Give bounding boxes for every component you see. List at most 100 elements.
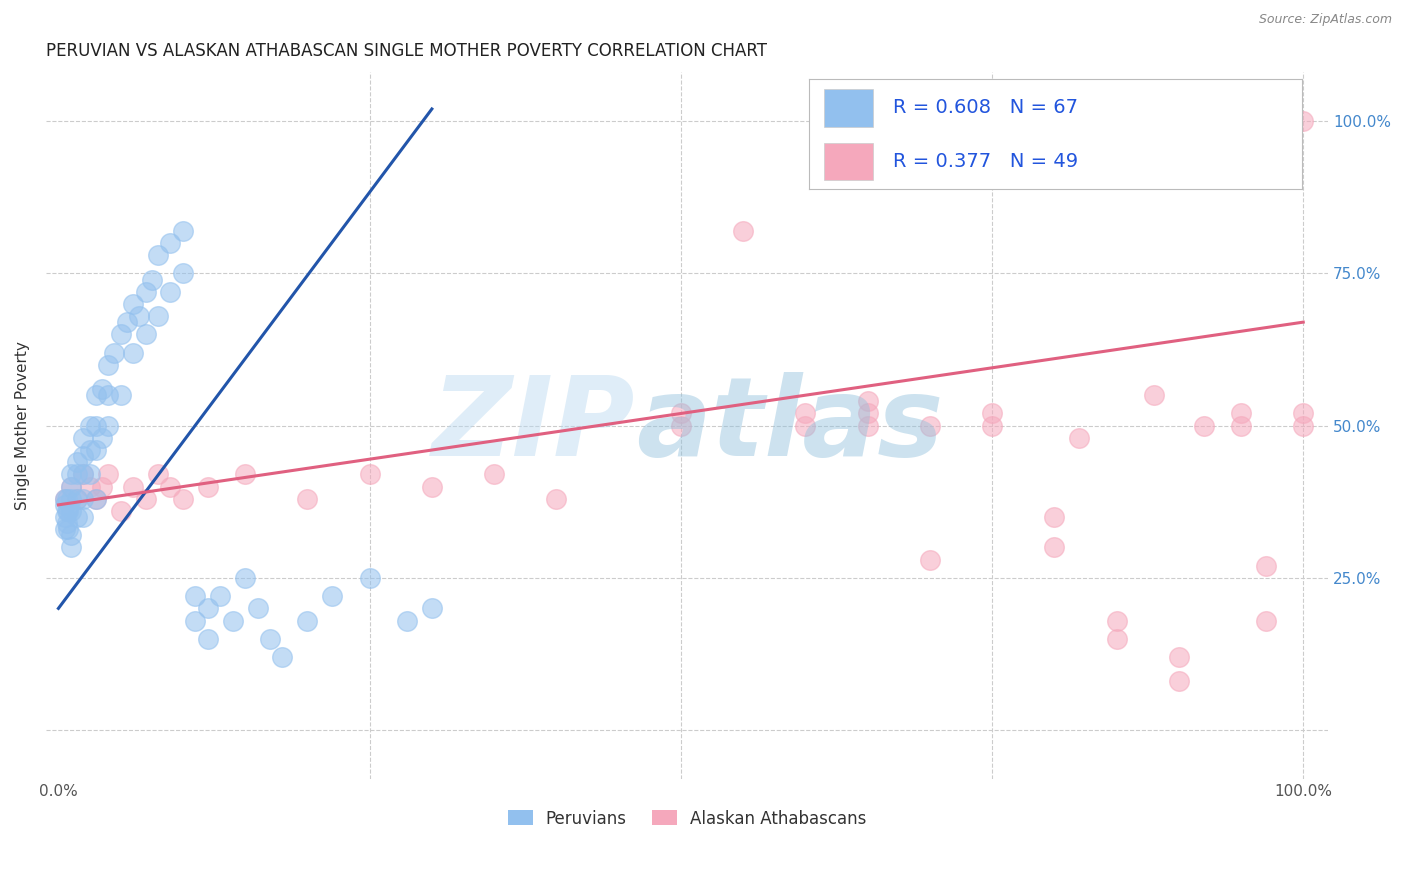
Point xyxy=(222,614,245,628)
Point xyxy=(918,418,941,433)
Point xyxy=(297,614,319,628)
Point xyxy=(981,407,1004,421)
Point xyxy=(110,388,132,402)
Point xyxy=(669,418,692,433)
Point xyxy=(56,504,79,518)
Point xyxy=(103,345,125,359)
Point xyxy=(122,479,145,493)
Point xyxy=(59,467,82,482)
Point xyxy=(59,541,82,555)
Point xyxy=(66,491,89,506)
Point xyxy=(233,571,256,585)
Point xyxy=(395,614,418,628)
Point xyxy=(1254,614,1277,628)
Point xyxy=(59,479,82,493)
Point xyxy=(97,418,120,433)
Text: ZIP: ZIP xyxy=(432,372,636,479)
Point xyxy=(58,522,80,536)
Text: Source: ZipAtlas.com: Source: ZipAtlas.com xyxy=(1258,13,1392,27)
Point xyxy=(59,528,82,542)
Point xyxy=(128,309,150,323)
Point xyxy=(110,327,132,342)
Point xyxy=(59,491,82,506)
Point xyxy=(856,418,879,433)
Point xyxy=(981,418,1004,433)
Point xyxy=(84,388,107,402)
Point xyxy=(141,272,163,286)
Point xyxy=(56,516,79,530)
Point xyxy=(197,479,219,493)
Point xyxy=(72,467,94,482)
Point xyxy=(1292,407,1315,421)
Point xyxy=(1105,614,1128,628)
Point xyxy=(79,418,101,433)
Point xyxy=(1167,650,1189,665)
Point xyxy=(97,388,120,402)
Point xyxy=(209,589,232,603)
Point xyxy=(1167,674,1189,689)
Point xyxy=(856,394,879,409)
Point xyxy=(482,467,505,482)
Point xyxy=(79,443,101,458)
Point xyxy=(53,522,76,536)
Point xyxy=(91,479,114,493)
Point xyxy=(1292,418,1315,433)
Point xyxy=(1192,418,1215,433)
Point xyxy=(172,491,194,506)
Point xyxy=(53,498,76,512)
Point xyxy=(79,467,101,482)
Point xyxy=(72,491,94,506)
Point xyxy=(91,382,114,396)
Point xyxy=(1230,407,1253,421)
Point xyxy=(146,467,169,482)
Point xyxy=(115,315,138,329)
Point xyxy=(66,510,89,524)
Point xyxy=(159,235,181,250)
Point xyxy=(84,418,107,433)
Point xyxy=(97,358,120,372)
Point xyxy=(159,479,181,493)
Point xyxy=(172,267,194,281)
Point xyxy=(1230,418,1253,433)
Point xyxy=(66,455,89,469)
Point xyxy=(794,418,817,433)
Point xyxy=(172,224,194,238)
Point xyxy=(297,491,319,506)
Point xyxy=(184,614,207,628)
Point xyxy=(1043,541,1066,555)
Point xyxy=(1043,510,1066,524)
Point xyxy=(271,650,294,665)
Point xyxy=(420,479,443,493)
Y-axis label: Single Mother Poverty: Single Mother Poverty xyxy=(15,342,30,510)
Point xyxy=(135,491,157,506)
Point xyxy=(58,504,80,518)
Point xyxy=(122,345,145,359)
Point xyxy=(1069,431,1091,445)
Point xyxy=(1143,388,1166,402)
Point xyxy=(146,309,169,323)
Point xyxy=(59,479,82,493)
Point xyxy=(733,224,755,238)
Point xyxy=(72,431,94,445)
Point xyxy=(79,479,101,493)
Point xyxy=(135,285,157,299)
Point xyxy=(246,601,269,615)
Point xyxy=(53,491,76,506)
Point xyxy=(110,504,132,518)
Point xyxy=(420,601,443,615)
Point xyxy=(359,467,381,482)
Point xyxy=(91,431,114,445)
Point xyxy=(359,571,381,585)
Point xyxy=(84,491,107,506)
Point xyxy=(1105,632,1128,646)
Point xyxy=(135,327,157,342)
Point xyxy=(146,248,169,262)
Point xyxy=(84,491,107,506)
Point xyxy=(259,632,281,646)
Point xyxy=(233,467,256,482)
Point xyxy=(1292,114,1315,128)
Point xyxy=(197,632,219,646)
Point xyxy=(794,407,817,421)
Point xyxy=(184,589,207,603)
Point xyxy=(669,407,692,421)
